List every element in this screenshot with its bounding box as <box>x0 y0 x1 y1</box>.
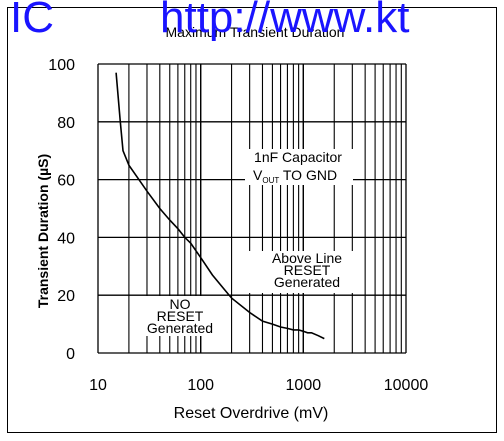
y-tick-label: 60 <box>57 173 75 190</box>
no-reset-line-1: NO <box>170 296 191 312</box>
x-tick-label: 10 <box>89 377 107 394</box>
capacitor-label-bg <box>245 149 353 185</box>
no-reset-annotation: NO RESET Generated <box>147 296 213 336</box>
capacitor-line-1: 1nF Capacitor <box>254 149 342 165</box>
above-line-line-3: Generated <box>274 274 340 290</box>
capacitor-v: V <box>253 167 263 183</box>
x-tick-label: 1000 <box>286 377 322 394</box>
chart-frame <box>7 7 497 433</box>
no-reset-label-bg <box>134 296 226 336</box>
x-axis-label: Reset Overdrive (mV) <box>174 405 329 422</box>
y-axis-label: Transient Duration (µS) <box>35 154 51 308</box>
x-tick-labels: 10 100 1000 10000 <box>89 377 428 394</box>
watermark-right: http://www.kt <box>160 0 410 42</box>
y-tick-label: 80 <box>57 115 75 132</box>
chart-title: Maximum Transient Duration <box>166 24 345 40</box>
x-tick-label: 10000 <box>384 377 429 394</box>
capacitor-sub: OUT <box>262 176 279 185</box>
capacitor-rest: TO GND <box>279 167 337 183</box>
x-tick-label: 100 <box>187 377 214 394</box>
y-tick-label: 40 <box>57 230 75 247</box>
title-bg <box>112 21 398 42</box>
no-reset-line-2: RESET <box>157 308 204 324</box>
y-tick-label: 100 <box>48 57 75 74</box>
capacitor-annotation: 1nF Capacitor VOUT TO GND <box>253 149 342 185</box>
no-reset-line-3: Generated <box>147 320 213 336</box>
transient-duration-curve <box>115 72 325 340</box>
y-tick-label: 0 <box>66 346 75 363</box>
capacitor-line-2: VOUT TO GND <box>253 167 337 185</box>
above-line-annotation: Above Line RESET Generated <box>272 250 342 290</box>
watermark-left: IC <box>10 0 54 42</box>
y-tick-label: 20 <box>57 288 75 305</box>
above-line-line-1: Above Line <box>272 250 342 266</box>
y-tick-labels: 0 20 40 60 80 100 <box>48 57 75 363</box>
above-line-line-2: RESET <box>284 262 331 278</box>
above-line-label-bg <box>247 251 355 293</box>
